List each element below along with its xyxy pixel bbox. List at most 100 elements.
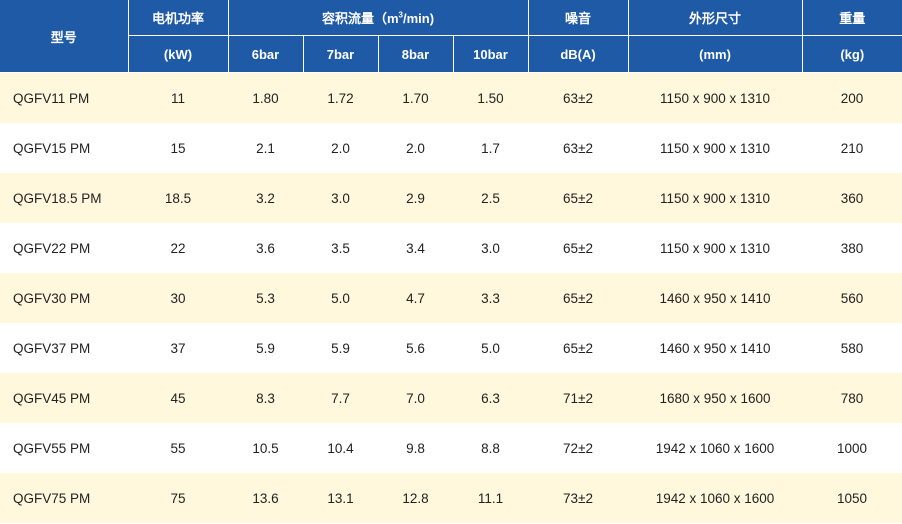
cell-weight: 560 [802,273,902,323]
table-row: QGFV37 PM 37 5.9 5.9 5.6 5.0 65±2 1460 x 950 x … [0,323,902,373]
cell-model: QGFV15 PM [0,123,128,173]
cell-weight: 380 [802,223,902,273]
cell-power: 18.5 [128,173,228,223]
cell-flow-7bar: 10.4 [303,423,378,473]
cell-flow-6bar: 1.80 [228,72,303,123]
cell-flow-6bar: 3.2 [228,173,303,223]
header-weight: 重量 [802,0,902,36]
table-row: QGFV11 PM 11 1.80 1.72 1.70 1.50 63±2 1150 x 90… [0,72,902,123]
cell-dimensions: 1150 x 900 x 1310 [628,223,803,273]
cell-flow-6bar: 5.9 [228,323,303,373]
header-pressure-6: 6bar [228,35,304,73]
cell-flow-6bar: 13.6 [228,473,303,523]
cell-power: 37 [128,323,228,373]
cell-flow-7bar: 3.5 [303,223,378,273]
header-power: 电机功率 [128,0,229,36]
cell-weight: 1000 [802,423,902,473]
cell-dimensions: 1680 x 950 x 1600 [628,373,803,423]
cell-weight: 200 [802,72,902,123]
cell-noise: 63±2 [528,72,629,123]
cell-flow-7bar: 5.0 [303,273,378,323]
cell-model: QGFV55 PM [0,423,128,473]
table-header: 型号 电机功率 容积流量（m3/min) 噪音 外形尺寸 重量 (kW) 6ba… [0,0,902,73]
header-pressure-10: 10bar [453,35,529,73]
cell-flow-10bar: 11.1 [453,473,529,523]
cell-dimensions: 1460 x 950 x 1410 [628,323,803,373]
header-dimensions-unit: (mm) [628,35,803,73]
cell-flow-7bar: 7.7 [303,373,378,423]
header-flow-prefix: 容积流量（m [321,11,399,26]
cell-flow-6bar: 10.5 [228,423,303,473]
cell-flow-7bar: 1.72 [303,72,378,123]
cell-flow-10bar: 1.7 [453,123,529,173]
cell-flow-6bar: 8.3 [228,373,303,423]
cell-power: 11 [128,72,228,123]
table-row: QGFV15 PM 15 2.1 2.0 2.0 1.7 63±2 1150 x 900 x … [0,123,902,173]
cell-model: QGFV37 PM [0,323,128,373]
cell-flow-10bar: 5.0 [453,323,529,373]
cell-noise: 65±2 [528,273,629,323]
cell-flow-7bar: 2.0 [303,123,378,173]
cell-flow-8bar: 3.4 [378,223,453,273]
cell-power: 45 [128,373,228,423]
table-row: QGFV55 PM 55 10.5 10.4 9.8 8.8 72±2 1942 x 1060… [0,423,902,473]
cell-model: QGFV75 PM [0,473,128,523]
table-row: QGFV22 PM 22 3.6 3.5 3.4 3.0 65±2 1150 x 900 x … [0,223,902,273]
header-noise-unit: dB(A) [528,35,629,73]
header-pressure-7: 7bar [303,35,379,73]
cell-noise: 65±2 [528,173,629,223]
cell-weight: 210 [802,123,902,173]
cell-model: QGFV11 PM [0,72,128,123]
cell-power: 15 [128,123,228,173]
cell-flow-10bar: 3.3 [453,273,529,323]
cell-flow-7bar: 13.1 [303,473,378,523]
header-flow-suffix: /min) [402,11,435,26]
cell-weight: 1050 [802,473,902,523]
header-power-unit: (kW) [128,35,229,73]
cell-power: 55 [128,423,228,473]
header-flow: 容积流量（m3/min) [228,0,529,36]
cell-noise: 72±2 [528,423,629,473]
cell-model: QGFV18.5 PM [0,173,128,223]
table-row: QGFV18.5 PM 18.5 3.2 3.0 2.9 2.5 65±2 1150 x 90… [0,173,902,223]
cell-dimensions: 1150 x 900 x 1310 [628,72,803,123]
header-model: 型号 [0,0,129,73]
cell-flow-8bar: 2.9 [378,173,453,223]
cell-flow-7bar: 5.9 [303,323,378,373]
header-noise: 噪音 [528,0,629,36]
cell-dimensions: 1150 x 900 x 1310 [628,123,803,173]
cell-power: 22 [128,223,228,273]
cell-flow-10bar: 8.8 [453,423,529,473]
cell-flow-10bar: 6.3 [453,373,529,423]
cell-flow-7bar: 3.0 [303,173,378,223]
cell-power: 75 [128,473,228,523]
cell-flow-8bar: 12.8 [378,473,453,523]
cell-flow-8bar: 4.7 [378,273,453,323]
cell-flow-8bar: 9.8 [378,423,453,473]
header-dimensions: 外形尺寸 [628,0,803,36]
cell-flow-6bar: 5.3 [228,273,303,323]
cell-noise: 65±2 [528,223,629,273]
table-row: QGFV30 PM 30 5.3 5.0 4.7 3.3 65±2 1460 x 950 x … [0,273,902,323]
cell-model: QGFV22 PM [0,223,128,273]
header-weight-unit: (kg) [802,35,902,73]
cell-flow-10bar: 2.5 [453,173,529,223]
header-flow-sup: 3 [398,10,403,20]
cell-noise: 73±2 [528,473,629,523]
cell-dimensions: 1460 x 950 x 1410 [628,273,803,323]
cell-dimensions: 1942 x 1060 x 1600 [628,473,803,523]
cell-flow-6bar: 3.6 [228,223,303,273]
cell-dimensions: 1150 x 900 x 1310 [628,173,803,223]
cell-flow-8bar: 7.0 [378,373,453,423]
cell-model: QGFV30 PM [0,273,128,323]
cell-dimensions: 1942 x 1060 x 1600 [628,423,803,473]
cell-flow-8bar: 1.70 [378,72,453,123]
cell-flow-8bar: 5.6 [378,323,453,373]
header-pressure-8: 8bar [378,35,454,73]
table-row: QGFV75 PM 75 13.6 13.1 12.8 11.1 73±2 1942 x 10… [0,473,902,523]
cell-flow-6bar: 2.1 [228,123,303,173]
cell-noise: 63±2 [528,123,629,173]
table-row: QGFV45 PM 45 8.3 7.7 7.0 6.3 71±2 1680 x 950 x … [0,373,902,423]
cell-flow-10bar: 1.50 [453,72,529,123]
